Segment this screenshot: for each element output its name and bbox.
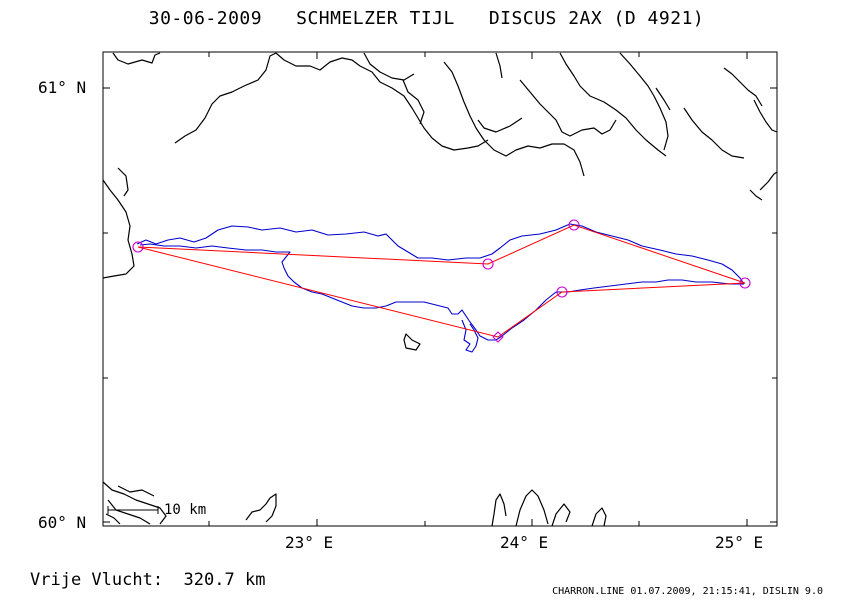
flight-title: 30-06-2009 SCHMELZER TIJL DISCUS 2AX (D … [148, 8, 705, 29]
axis-ticks [103, 52, 777, 526]
scale-label: 10 km [164, 502, 206, 518]
turnpoint-3 [739, 277, 751, 289]
footer-credit: CHARRON.LINE 01.07.2009, 21:15:41, DISLI… [552, 586, 823, 597]
distance-value: 320.7 km [183, 570, 266, 590]
lon-label-24: 24° E [500, 533, 548, 552]
distance-label: Vrije Vlucht: [30, 570, 164, 590]
turnpoint-4 [556, 286, 568, 298]
coastline [102, 52, 778, 527]
turnpoints [132, 219, 751, 343]
lat-label-60: 60° N [38, 513, 86, 532]
turnpoint-finish [492, 331, 504, 343]
distance-readout: Vrije Vlucht: 320.7 km [30, 570, 265, 590]
turnpoint-start [132, 241, 144, 253]
plot-frame [102, 51, 778, 527]
lat-label-61: 61° N [38, 78, 86, 97]
lon-label-23: 23° E [285, 533, 333, 552]
turnpoint-1 [482, 258, 494, 270]
turnpoint-2 [568, 219, 580, 231]
task-legs [137, 224, 746, 338]
flight-track [136, 223, 745, 353]
scale-bar: 10 km [107, 502, 206, 518]
lon-label-25: 25° E [715, 533, 763, 552]
